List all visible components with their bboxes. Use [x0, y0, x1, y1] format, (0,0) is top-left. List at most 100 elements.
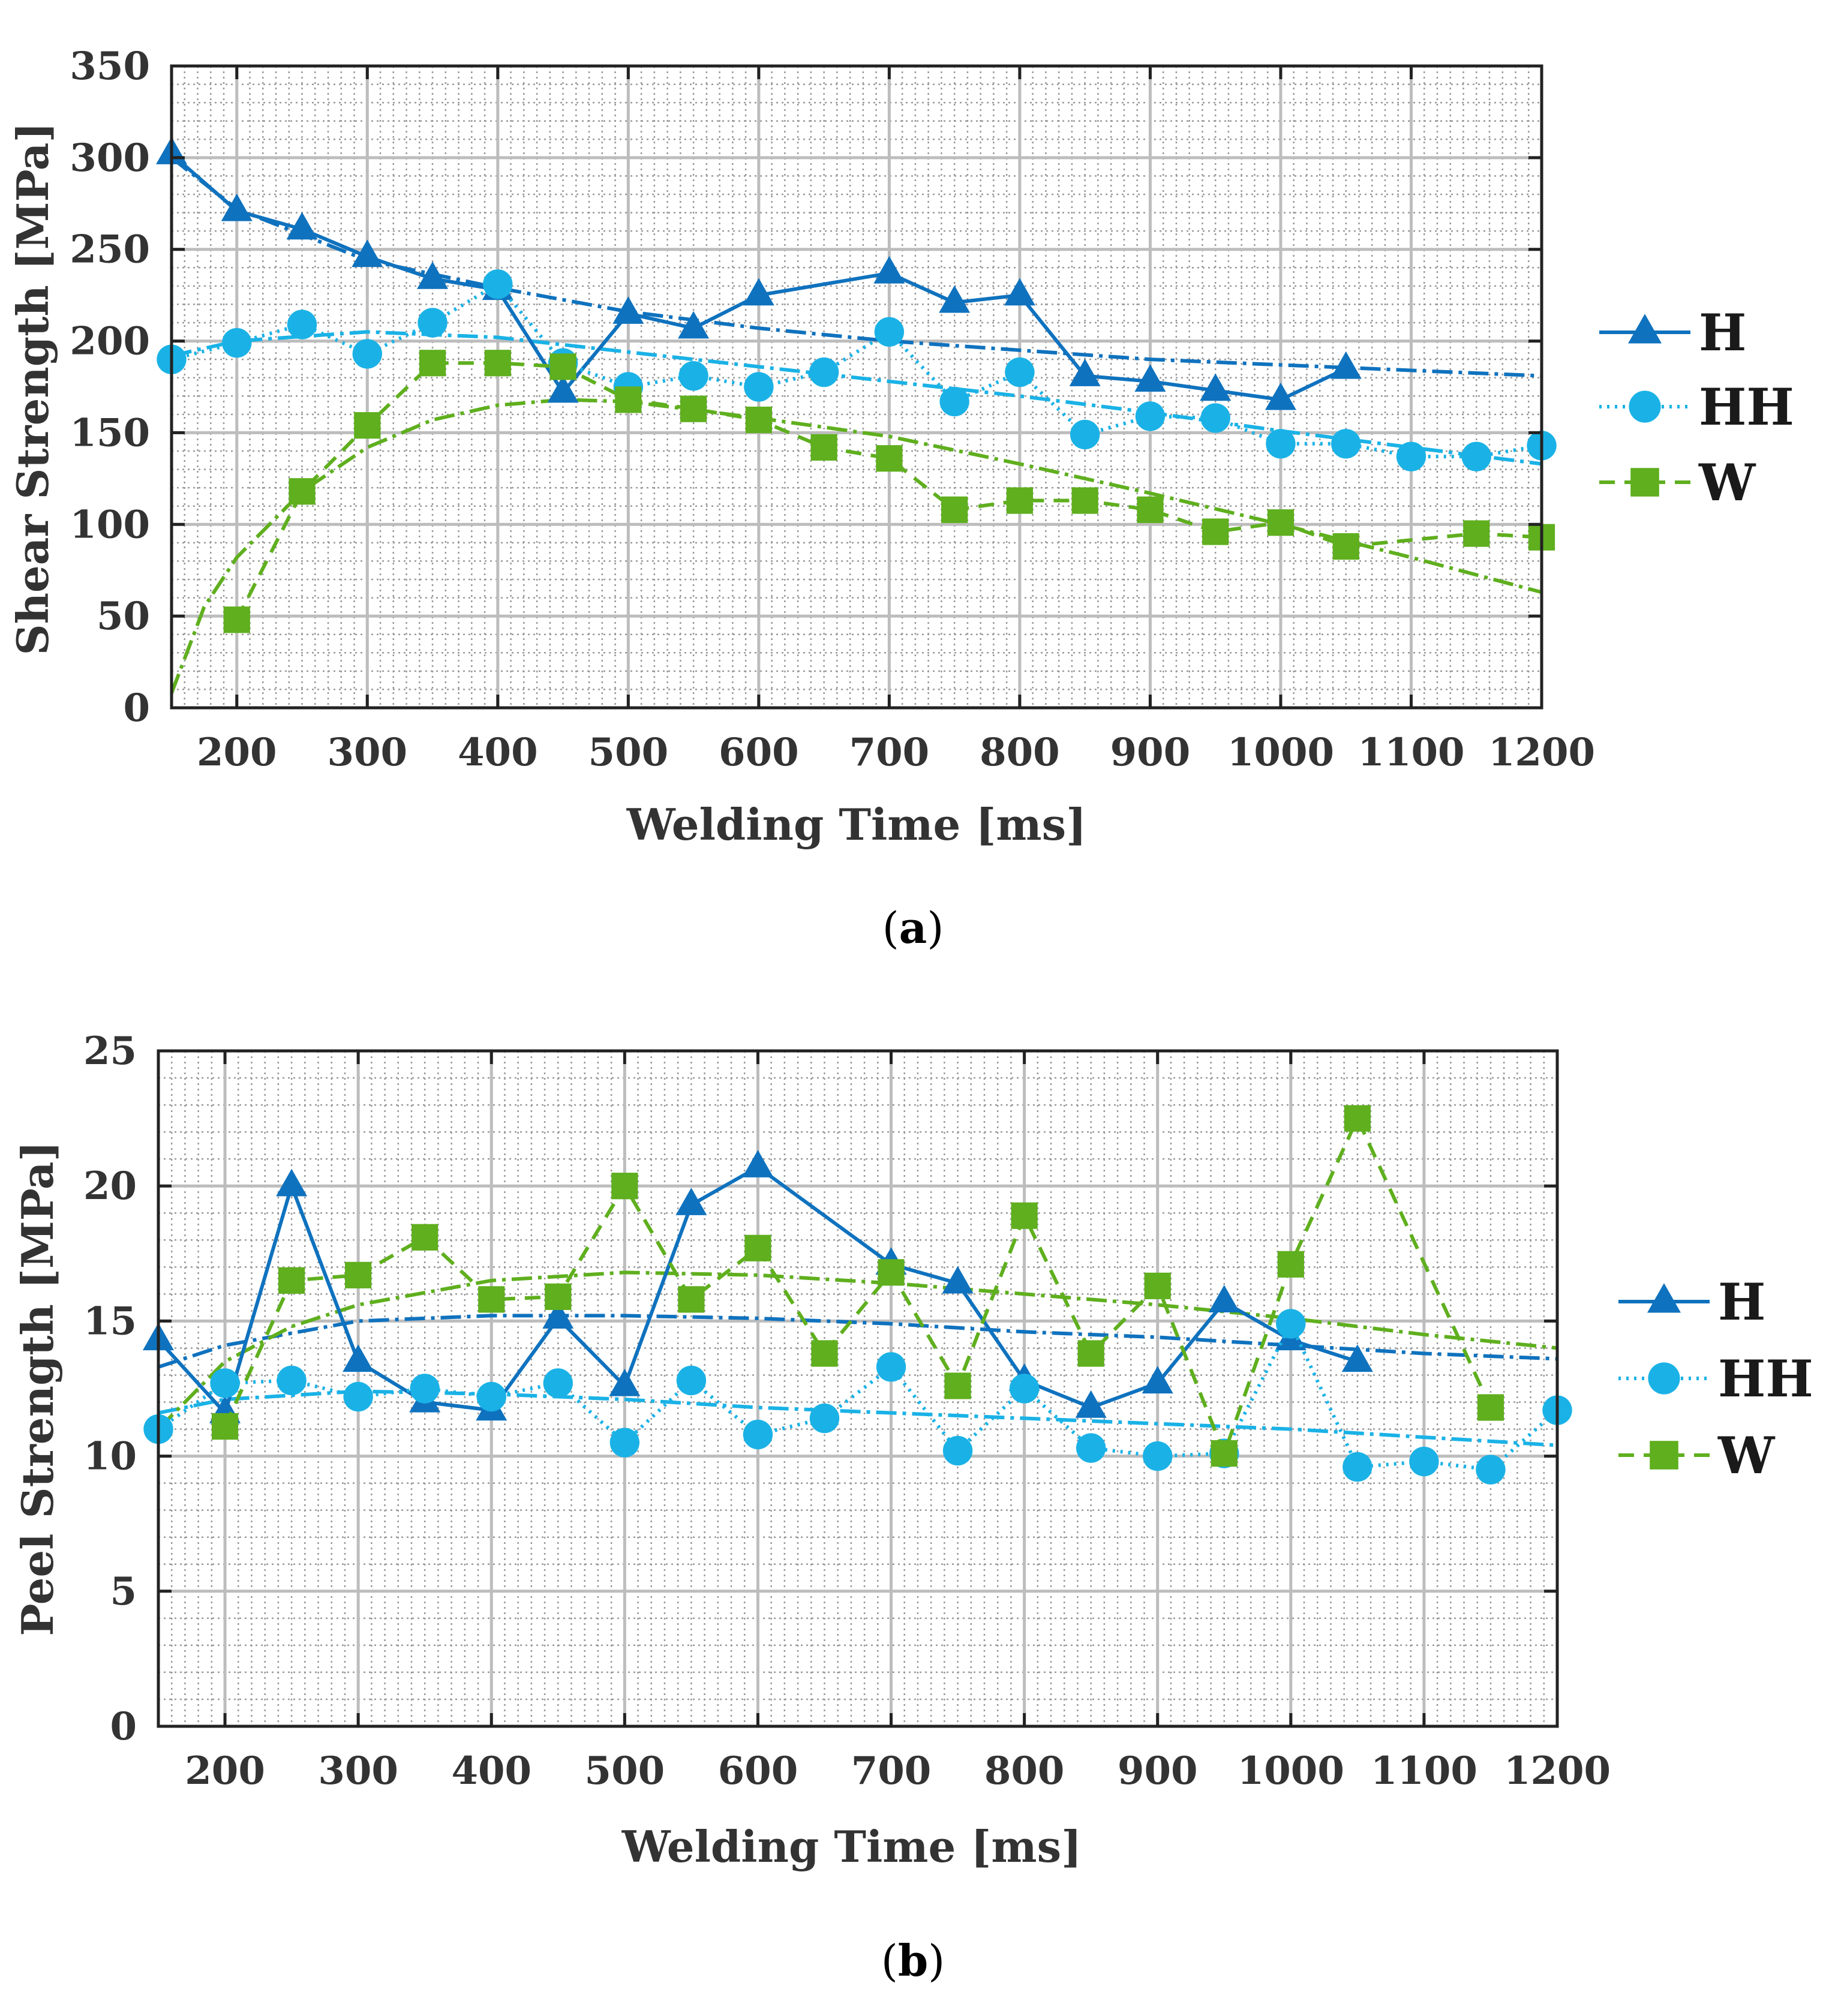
data-point-w: [678, 1286, 705, 1313]
data-point-hh: [1005, 357, 1035, 387]
data-point-hh: [1076, 1433, 1106, 1463]
data-point-hh: [609, 1428, 640, 1458]
y-tick-label: 0: [123, 686, 150, 731]
data-point-h: [352, 239, 383, 268]
data-point-w: [1144, 1272, 1171, 1299]
x-axis-title: Welding Time [ms]: [626, 799, 1086, 850]
x-tick-label: 1100: [1371, 1748, 1477, 1793]
x-tick-label: 400: [451, 1748, 531, 1793]
data-point-hh: [678, 360, 708, 391]
series-line-hh: [171, 282, 1542, 459]
data-point-hh: [876, 1352, 906, 1382]
data-point-h: [1142, 1366, 1173, 1394]
legend-item-w: W: [1599, 453, 1756, 512]
data-point-hh: [1396, 441, 1426, 471]
data-point-h: [609, 1368, 641, 1396]
y-axis-title: Shear Strength [MPa]: [7, 122, 58, 656]
y-tick-label: 350: [70, 44, 150, 89]
y-axis-title: Peel Strength [MPa]: [12, 1141, 63, 1636]
data-point-h: [1265, 382, 1296, 410]
data-point-w: [345, 1261, 372, 1288]
series-line-h: [170, 152, 1347, 402]
data-point-w: [1211, 1440, 1238, 1467]
x-tick-label: 900: [1110, 730, 1191, 775]
data-point-hh: [874, 317, 905, 347]
tick-labels: 200 300 400 500 600 700 800 900 1000 1100 1200 0 5 10…: [83, 1029, 1611, 1793]
x-tick-label: 700: [851, 1748, 932, 1793]
data-point-hh: [343, 1381, 373, 1412]
data-point-hh: [222, 328, 252, 358]
data-point-h: [873, 256, 905, 284]
x-tick-label: 600: [718, 1748, 798, 1793]
data-point-h: [343, 1344, 374, 1372]
data-point-w: [745, 406, 772, 434]
legend-item-h: H: [1599, 303, 1746, 362]
major-grid: [172, 64, 1543, 710]
data-point-w: [1202, 518, 1229, 545]
legend-label: HH: [1718, 1349, 1813, 1408]
data-point-h: [1341, 1344, 1373, 1372]
x-tick-label: 300: [327, 730, 407, 775]
data-point-hh: [939, 386, 969, 417]
data-point-h: [1330, 351, 1362, 379]
data-point-w: [615, 386, 642, 413]
panel-label-b: (b): [881, 1935, 945, 1986]
data-point-h: [612, 296, 644, 324]
data-point-hh: [1343, 1452, 1372, 1482]
x-tick-label: 1200: [1488, 730, 1595, 775]
series-line-h: [157, 1165, 1358, 1415]
data-point-hh: [1461, 441, 1491, 471]
data-point-w: [419, 350, 446, 377]
panel-label-a: (a): [882, 902, 944, 953]
y-tick-label: 25: [83, 1029, 137, 1074]
x-tick-label: 400: [458, 730, 538, 775]
data-point-h: [276, 1168, 308, 1197]
legend-label: H: [1699, 303, 1746, 362]
x-tick-label: 1000: [1227, 730, 1334, 775]
data-series: [156, 137, 1557, 633]
data-point-hh: [287, 310, 317, 339]
x-tick-label: 1100: [1358, 730, 1464, 775]
data-point-w: [1477, 1394, 1504, 1421]
legend-marker-square-icon: [1630, 468, 1659, 497]
x-tick-label: 1200: [1504, 1748, 1611, 1793]
panel-b-peel-strength-chart: 200 300 400 500 600 700 800 900 1000 1100 1200 0 5 10…: [12, 1029, 1813, 1986]
y-tick-label: 100: [70, 502, 150, 547]
data-point-hh: [1266, 429, 1296, 459]
data-point-hh: [352, 339, 382, 369]
legend-item-h: H: [1618, 1272, 1765, 1332]
data-point-w: [1077, 1340, 1104, 1367]
panel-a-shear-strength-chart: 200 300 400 500 600 700 800 900 1000 1100 1200 0 50 1…: [7, 44, 1794, 953]
data-point-w: [412, 1224, 439, 1251]
axes-frame: [157, 1049, 1559, 1728]
plot-frame: [157, 1049, 1559, 1728]
data-point-h: [1069, 359, 1101, 386]
data-point-w: [478, 1286, 505, 1313]
data-point-h: [286, 212, 318, 240]
data-point-w: [211, 1413, 239, 1440]
y-tick-label: 300: [70, 136, 150, 181]
x-tick-label: 300: [318, 1748, 398, 1793]
x-tick-label: 200: [185, 1748, 265, 1793]
data-point-w: [484, 350, 511, 377]
x-tick-label: 700: [849, 730, 930, 775]
legend-label: H: [1718, 1272, 1765, 1332]
data-point-hh: [743, 1419, 773, 1450]
data-point-w: [1071, 487, 1098, 514]
data-point-hh: [1331, 429, 1361, 459]
data-point-h: [542, 1301, 574, 1329]
data-point-w: [1137, 496, 1164, 523]
x-tick-label: 500: [585, 1748, 665, 1793]
data-point-hh: [1009, 1374, 1040, 1404]
data-point-w: [1277, 1251, 1304, 1278]
data-point-w: [1463, 520, 1490, 547]
trend-line-h: [170, 156, 1542, 378]
y-tick-label: 5: [110, 1569, 137, 1614]
legend-item-hh: HH: [1599, 377, 1794, 437]
data-point-h: [1134, 364, 1166, 392]
data-point-hh: [744, 372, 774, 402]
data-point-hh: [809, 357, 839, 387]
data-point-w: [545, 1283, 572, 1310]
